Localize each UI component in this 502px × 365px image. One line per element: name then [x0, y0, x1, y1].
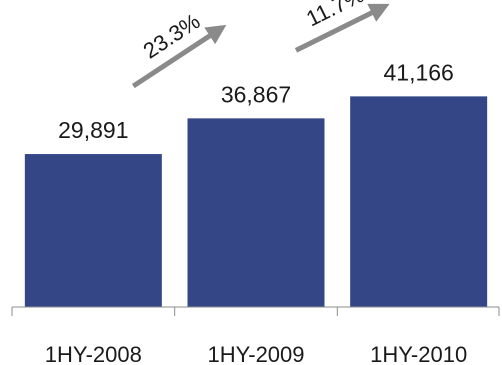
- growth-arrows-group: 23.3% 11.7%: [131, 0, 390, 89]
- bar-1hy-2010: [350, 96, 488, 307]
- value-label-1hy-2010: 41,166: [383, 59, 453, 85]
- bars-group: [24, 96, 488, 307]
- bar-1hy-2008: [24, 154, 162, 307]
- x-tick-label-1hy-2009: 1HY-2009: [207, 342, 304, 365]
- x-tick-label-1hy-2008: 1HY-2008: [45, 342, 142, 365]
- growth-label-2: 11.7%: [302, 0, 368, 31]
- value-labels-group: 29,891 36,867 41,166: [58, 59, 454, 143]
- growth-label-1: 23.3%: [139, 8, 205, 63]
- bar-1hy-2009: [187, 118, 325, 307]
- x-tick-label-1hy-2010: 1HY-2010: [370, 342, 467, 365]
- x-tick-labels-group: 1HY-2008 1HY-2009 1HY-2010: [45, 342, 467, 365]
- value-label-1hy-2009: 36,867: [221, 81, 291, 107]
- x-axis: [11, 306, 500, 316]
- value-label-1hy-2008: 29,891: [58, 117, 128, 143]
- growth-arrow-2: [294, 3, 390, 53]
- growth-arrow-1: [131, 24, 227, 89]
